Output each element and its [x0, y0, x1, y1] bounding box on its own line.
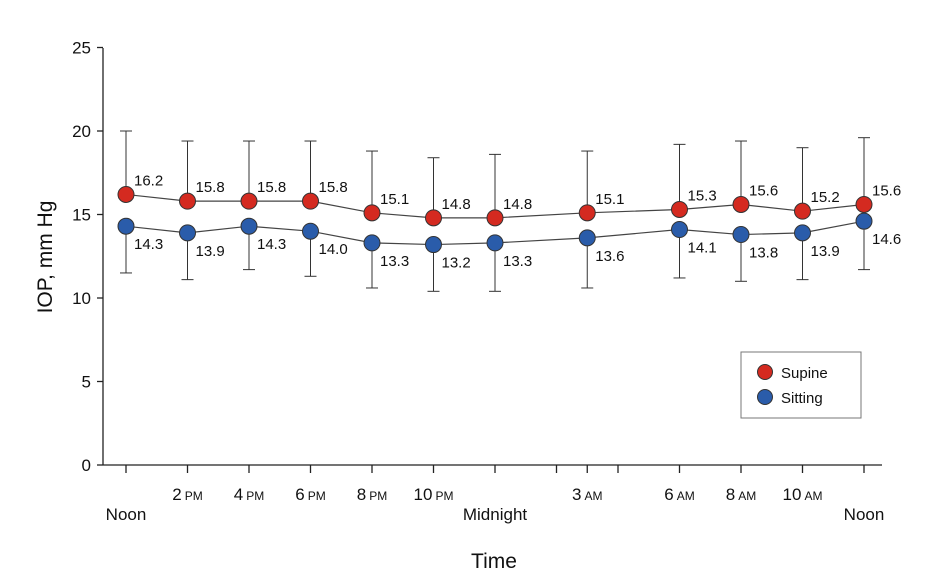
y-tick-label: 10 — [72, 289, 91, 308]
y-ticks: 0 5 10 15 20 25 — [72, 39, 103, 475]
supine-data-label: 15.6 — [749, 182, 778, 199]
sitting-data-label: 13.6 — [595, 248, 624, 265]
y-tick-label: 25 — [72, 39, 91, 58]
legend-marker-sitting — [757, 389, 773, 405]
supine-point — [425, 209, 442, 227]
supine-point — [486, 209, 504, 227]
supine-data-label: 15.8 — [196, 179, 225, 196]
supine-data-label: 15.6 — [872, 182, 901, 199]
x-tick-label: 3 AM — [572, 485, 602, 504]
supine-point — [302, 192, 319, 210]
y-tick-label: 5 — [82, 373, 91, 392]
y-tick-label: 15 — [72, 206, 91, 225]
sitting-point — [671, 221, 688, 239]
x-tick-label: 10 PM — [414, 485, 454, 504]
legend: Supine Sitting — [740, 351, 862, 419]
supine-point — [671, 200, 688, 218]
supine-data-label: 15.2 — [811, 189, 840, 206]
sitting-point — [363, 234, 381, 252]
sitting-point — [240, 217, 258, 235]
sitting-point — [855, 212, 873, 230]
supine-data-label: 16.2 — [134, 172, 163, 189]
x-tick-label: 8 PM — [357, 485, 387, 504]
supine-data-label: 15.1 — [595, 191, 624, 208]
sitting-line — [125, 220, 865, 246]
sitting-data-label: 14.3 — [134, 236, 163, 253]
legend-box — [740, 351, 862, 419]
sitting-data-label: 13.8 — [749, 245, 778, 262]
sitting-data-label: 14.1 — [688, 240, 717, 257]
supine-point — [117, 185, 135, 203]
supine-line — [125, 193, 865, 219]
x-tick-label: Midnight — [463, 505, 528, 524]
supine-point — [855, 195, 873, 213]
x-tick-label: 8 AM — [726, 485, 756, 504]
sitting-point — [486, 234, 504, 252]
sitting-point — [732, 226, 750, 244]
supine-data-label: 15.8 — [319, 179, 348, 196]
sitting-data-label: 13.9 — [811, 243, 840, 260]
axes — [102, 48, 882, 466]
sitting-point — [794, 224, 811, 242]
supine-point — [240, 192, 258, 210]
x-tick-label: 10 AM — [783, 485, 823, 504]
x-tick-label: 6 PM — [295, 485, 325, 504]
sitting-data-label: 13.9 — [196, 243, 225, 260]
x-tick-label: 2 PM — [172, 485, 202, 504]
sitting-data-label: 13.2 — [442, 255, 471, 272]
supine-data-label: 15.1 — [380, 191, 409, 208]
supine-point — [179, 192, 196, 210]
legend-marker-supine — [757, 364, 773, 380]
x-tick-label: Noon — [106, 505, 147, 524]
sitting-data-label: 13.3 — [503, 253, 532, 270]
x-tick-label: 6 AM — [664, 485, 694, 504]
x-tick-label: 4 PM — [234, 485, 264, 504]
supine-data-label: 14.8 — [442, 196, 471, 213]
y-tick-label: 0 — [82, 456, 91, 475]
x-tick-label: Noon — [844, 505, 885, 524]
supine-data-label: 14.8 — [503, 196, 532, 213]
supine-point — [363, 204, 381, 222]
sitting-data-label: 13.3 — [380, 253, 409, 270]
x-ticks: Noon 2 PM 4 PM 6 PM 8 PM 10 PM Midnight 3 AM 6 AM 8 AM 10 A… — [106, 465, 885, 524]
y-tick-label: 20 — [72, 122, 91, 141]
legend-label-sitting: Sitting — [781, 390, 823, 407]
sitting-data-label: 14.6 — [872, 231, 901, 248]
supine-data-label: 15.8 — [257, 179, 286, 196]
supine-point — [732, 195, 750, 213]
sitting-data-label: 14.3 — [257, 236, 286, 253]
sitting-point — [117, 217, 135, 235]
supine-data-label: 15.3 — [688, 187, 717, 204]
supine-point — [578, 204, 596, 222]
sitting-point — [578, 229, 596, 247]
supine-point — [794, 202, 811, 220]
sitting-point — [425, 236, 442, 254]
sitting-point — [302, 222, 319, 240]
sitting-point — [179, 224, 196, 242]
series-layer: 16.2 15.8 15.8 15.8 15.1 14.8 14.8 15.1 15.3 15.6… — [117, 130, 901, 292]
sitting-data-label: 14.0 — [319, 241, 348, 258]
legend-label-supine: Supine — [781, 365, 828, 382]
x-axis-title: Time — [471, 550, 517, 573]
y-axis-title: IOP, mm Hg — [34, 201, 57, 314]
